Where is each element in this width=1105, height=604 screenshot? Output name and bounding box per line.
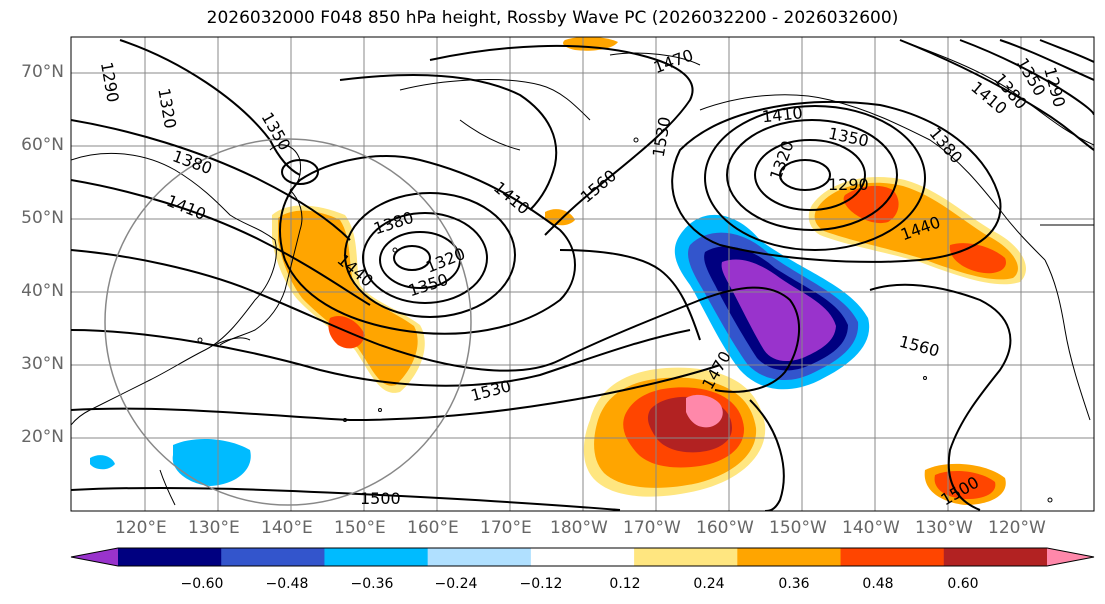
colorbar-swatch [221, 548, 325, 566]
lon-label: 120°E [115, 518, 167, 538]
colorbar-swatch [427, 548, 532, 566]
colorbar-tick-label: 0.48 [862, 576, 894, 592]
colorbar [70, 547, 1095, 567]
reference-circle [104, 138, 472, 506]
anomaly-shading [90, 37, 1026, 505]
colorbar-swatch [840, 548, 945, 566]
map-title: 2026032000 F048 850 hPa height, Rossby W… [206, 8, 899, 28]
colorbar-tick-label: −0.60 [180, 576, 224, 592]
lon-label: 120°W [988, 518, 1046, 538]
lat-label: 50°N [21, 208, 64, 228]
colorbar-tick-label: 0.60 [947, 576, 979, 592]
lon-label: 170°E [480, 518, 532, 538]
colorbar-extend-low [71, 548, 118, 566]
colorbar-swatch [118, 548, 222, 566]
coastlines [71, 39, 1094, 506]
graticule [71, 37, 1094, 511]
colorbar-swatch [324, 548, 429, 566]
contour-label: 1290 [828, 175, 869, 194]
colorbar-outline [70, 547, 1095, 567]
lat-label: 20°N [21, 427, 64, 447]
colorbar-swatch [943, 548, 1048, 566]
lat-label: 60°N [21, 135, 64, 155]
lon-label: 150°E [334, 518, 386, 538]
lon-label: 140°E [261, 518, 313, 538]
colorbar-swatch [634, 548, 738, 566]
colorbar-tick-label: 0.12 [609, 576, 641, 592]
contour-label: 1500 [360, 489, 401, 508]
colorbar-tick-label: 0.24 [693, 576, 725, 592]
lon-label: 180°W [550, 518, 608, 538]
lat-label: 70°N [21, 62, 64, 82]
lon-label: 130°E [188, 518, 240, 538]
colorbar-tick-label: −0.36 [350, 576, 394, 592]
map-area: 1290 1320 1350 1380 1410 1380 1320 1350 … [71, 37, 1094, 511]
lon-label: 160°E [407, 518, 459, 538]
height-contours [71, 39, 1094, 511]
colorbar-swatch [530, 548, 635, 566]
colorbar-tick-label: −0.48 [265, 576, 309, 592]
lat-label: 30°N [21, 354, 64, 374]
lon-label: 170°W [623, 518, 681, 538]
colorbar-tick-label: −0.12 [519, 576, 563, 592]
lon-label: 130°W [915, 518, 973, 538]
lon-label: 150°W [769, 518, 827, 538]
colorbar-tick-label: 0.36 [778, 576, 810, 592]
colorbar-swatch [737, 548, 842, 566]
lat-label: 40°N [21, 281, 64, 301]
lon-label: 140°W [842, 518, 900, 538]
colorbar-extend-high [1047, 548, 1094, 566]
contour-label: 1410 [761, 103, 803, 126]
map-frame [70, 36, 1095, 512]
colorbar-tick-label: −0.24 [434, 576, 478, 592]
lon-label: 160°W [696, 518, 754, 538]
